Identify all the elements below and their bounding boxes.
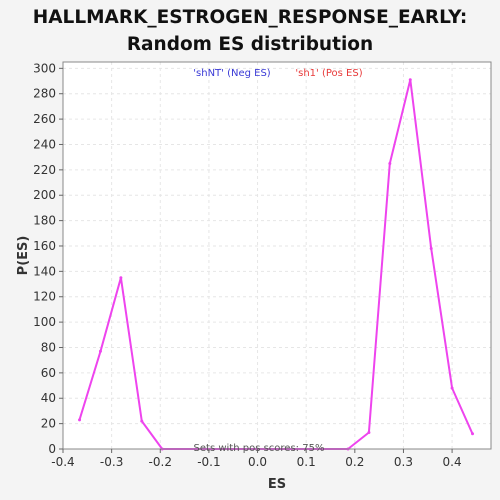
data-point [471, 432, 475, 436]
x-axis-title: ES [268, 477, 286, 492]
data-point [140, 419, 144, 423]
plot-area [63, 62, 491, 449]
data-point [388, 162, 392, 166]
data-point [429, 247, 433, 251]
x-tick-label: 0.0 [248, 455, 267, 469]
legend-entry-pos: 'sh1' (Pos ES) [295, 68, 362, 79]
grid-lines [63, 62, 491, 449]
y-tick-label: 120 [33, 290, 56, 304]
y-tick-label: 260 [33, 112, 56, 126]
y-tick-label: 240 [33, 137, 56, 151]
x-tick-label: -0.2 [149, 455, 172, 469]
y-tick-label: 160 [33, 239, 56, 253]
y-tick-label: 60 [41, 366, 56, 380]
x-tick-label: 0.4 [443, 455, 462, 469]
y-tick-label: 40 [41, 391, 56, 405]
y-tick-label: 140 [33, 264, 56, 278]
data-point [367, 431, 371, 435]
series-layer [78, 78, 475, 451]
x-tick-label: 0.3 [394, 455, 413, 469]
chart-title-line-1: HALLMARK_ESTROGEN_RESPONSE_EARLY: [32, 7, 468, 28]
y-tick-label: 100 [33, 315, 56, 329]
y-tick-label: 300 [33, 61, 56, 75]
x-tick-label: -0.1 [197, 455, 220, 469]
data-point [408, 78, 412, 82]
y-tick-label: 220 [33, 163, 56, 177]
y-tick-label: 180 [33, 214, 56, 228]
data-point [78, 418, 82, 422]
x-tick-label: -0.4 [51, 455, 74, 469]
x-axis: -0.4 -0.3 -0.2 -0.1 0.0 0.1 0.2 0.3 0.4 [51, 449, 462, 469]
data-point [98, 349, 102, 353]
data-point [450, 386, 454, 390]
pos-scores-annotation: Sets with pos scores: 75% [194, 443, 325, 454]
x-tick-label: 0.2 [345, 455, 364, 469]
y-axis-title: P(ES) [16, 236, 31, 276]
x-tick-label: -0.3 [100, 455, 123, 469]
y-tick-label: 200 [33, 188, 56, 202]
data-point [119, 276, 123, 280]
y-tick-label: 280 [33, 87, 56, 101]
legend-entry-neg: 'shNT' (Neg ES) [193, 68, 271, 79]
x-tick-label: 0.1 [297, 455, 316, 469]
series-line [78, 78, 474, 450]
chart-title-line-2: Random ES distribution [126, 34, 374, 55]
y-tick-label: 20 [41, 417, 56, 431]
y-axis: 0 20 40 60 80 100 120 140 160 180 200 220 240 260 280 3… [33, 61, 63, 456]
y-tick-label: 0 [48, 442, 56, 456]
y-tick-label: 80 [41, 340, 56, 354]
plot-frame [62, 61, 492, 450]
chart-title: HALLMARK_ESTROGEN_RESPONSE_EARLY: Random… [0, 4, 500, 58]
